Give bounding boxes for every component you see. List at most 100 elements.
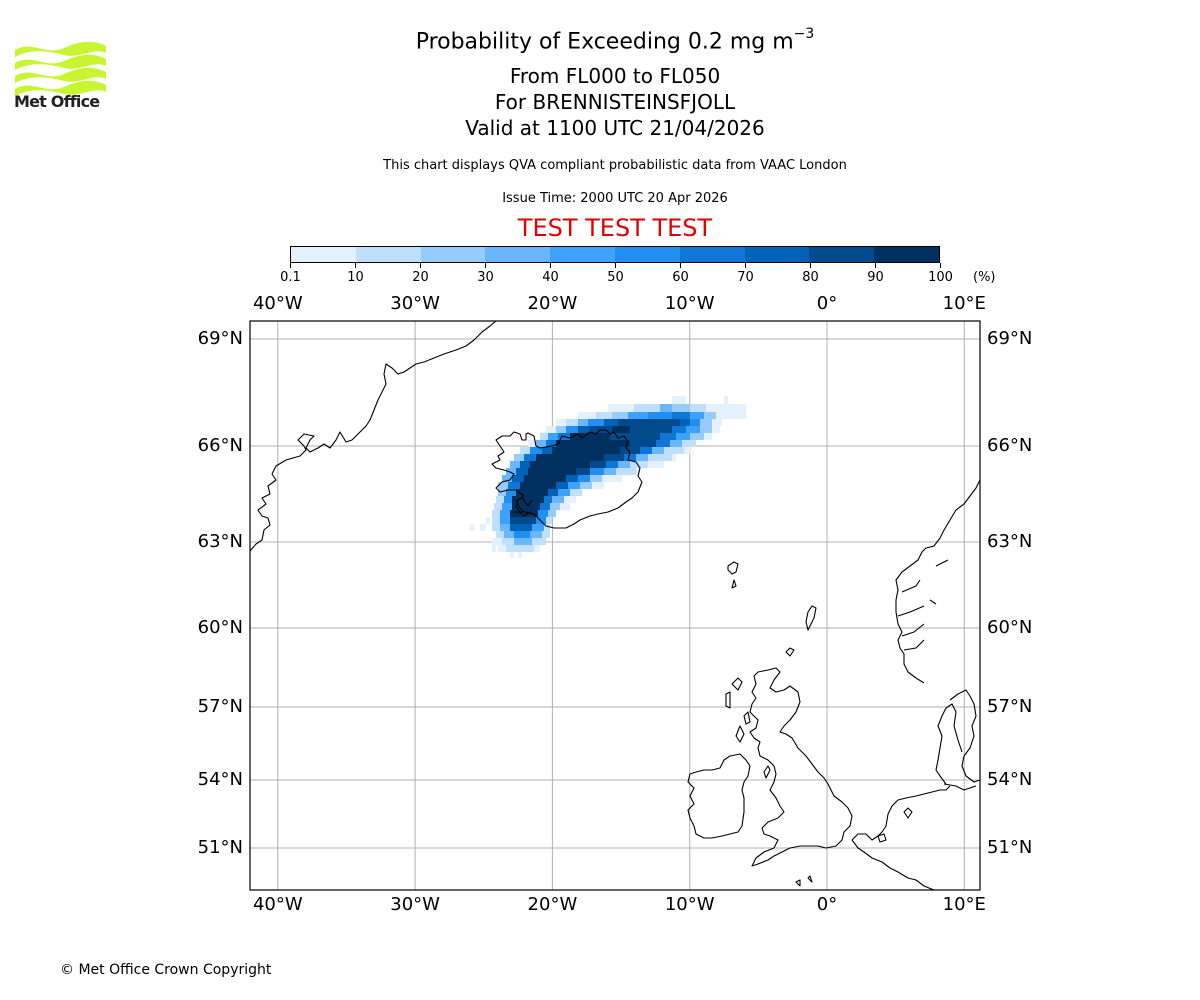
probability-cell [592, 482, 604, 489]
probability-cell [648, 454, 672, 461]
probability-cell [690, 433, 704, 440]
probability-cell [580, 482, 592, 489]
probability-cell [604, 454, 624, 461]
probability-cell [492, 538, 502, 545]
colorbar-segment [614, 247, 680, 262]
colorbar-segment [744, 247, 810, 262]
colorbar-tick-label: 30 [477, 270, 494, 285]
probability-cell [512, 503, 540, 510]
probability-cell [536, 454, 604, 461]
iceland-inlet-1 [514, 497, 533, 517]
probability-cell [532, 538, 546, 545]
longitude-label-bottom: 10°W [664, 894, 715, 915]
probability-cell [504, 496, 512, 503]
norway-fjords [897, 559, 949, 651]
probability-cell [530, 531, 542, 538]
probability-cell [540, 433, 548, 440]
probability-cell [578, 426, 590, 433]
probability-cell [470, 524, 474, 531]
great-britain [749, 667, 853, 867]
probability-cell [524, 454, 536, 461]
latitude-label-right: 54°N [987, 769, 1033, 790]
probability-cell [552, 496, 564, 503]
probability-cell [546, 440, 556, 447]
probability-cell [712, 419, 722, 426]
probability-cell [556, 419, 566, 426]
probability-cell [618, 419, 680, 426]
probability-cell [500, 510, 510, 517]
latitude-label-left: 51°N [197, 837, 243, 858]
greenland-coast [249, 320, 497, 552]
probability-cell [624, 454, 636, 461]
probability-cell [520, 447, 530, 454]
probability-cell [528, 440, 536, 447]
colorbar-tick-mark [290, 263, 291, 268]
colorbar-segment [355, 247, 421, 262]
probability-cell [534, 545, 540, 552]
probability-cell [548, 433, 558, 440]
latitude-label-left: 60°N [197, 617, 243, 638]
colorbar-tick-mark [485, 263, 486, 268]
probability-cell [492, 545, 496, 552]
probability-cell [544, 524, 550, 531]
probability-cell [506, 489, 516, 496]
hebrides [725, 677, 751, 743]
colorbar-tick-mark [745, 263, 746, 268]
probability-cell [628, 412, 648, 419]
flight-level-range: From FL000 to FL050 [509, 64, 721, 88]
probability-cell [502, 475, 512, 482]
volcano-name: For BRENNISTEINSFJOLL [494, 90, 736, 114]
probability-cell [672, 454, 676, 461]
colorbar-tick-mark [875, 263, 876, 268]
probability-cell [612, 412, 628, 419]
colorbar-segment [874, 247, 939, 262]
logo-wave [15, 41, 106, 57]
sweden-coast [949, 689, 981, 783]
probability-cell [504, 531, 514, 538]
ireland [687, 753, 751, 839]
colorbar-segment [420, 247, 486, 262]
colorbar-tick-mark [355, 263, 356, 268]
met-office-logo-waves-icon [15, 41, 106, 96]
colorbar-tick-label: 60 [672, 270, 689, 285]
coastlines [249, 320, 981, 891]
probability-cell [570, 489, 582, 496]
probability-cell [680, 419, 690, 426]
probability-cell [520, 461, 530, 468]
probability-cell [660, 404, 672, 412]
latitude-label-left: 66°N [197, 435, 243, 456]
colorbar-unit: (%) [973, 270, 996, 285]
probability-cell [700, 426, 712, 433]
disclaimer-text: This chart displays QVA compliant probab… [383, 158, 847, 173]
probability-cell [588, 419, 604, 426]
probability-cell [532, 524, 544, 531]
probability-cell [616, 468, 636, 475]
chart-title: Probability of Exceeding 0.2 mg m−3 [0, 26, 1200, 54]
colorbar-segment [550, 247, 615, 262]
probability-cell [566, 419, 578, 426]
probability-cell [510, 510, 538, 517]
latitude-label-right: 63°N [987, 531, 1033, 552]
latitude-label-right: 57°N [987, 696, 1033, 717]
probability-cell [704, 412, 716, 419]
probability-cell [542, 531, 550, 538]
probability-cell [570, 433, 610, 440]
orkney [785, 647, 795, 657]
probability-cell [672, 404, 690, 412]
test-banner: TEST TEST TEST [517, 214, 713, 242]
probability-cell [568, 482, 580, 489]
norway-coast [895, 479, 981, 684]
probability-cell [510, 524, 532, 531]
probability-cell [510, 552, 514, 558]
logo-wave [15, 80, 106, 96]
colorbar-segment [809, 247, 875, 262]
met-office-logo-text: Met Office [14, 92, 100, 111]
longitude-label-top: 10°W [664, 293, 715, 314]
probability-cell [630, 461, 648, 468]
shetland [805, 605, 817, 631]
probability-cell [546, 517, 552, 524]
probability-cell [512, 475, 524, 482]
probability-cell [492, 517, 500, 524]
probability-cell [606, 461, 618, 468]
